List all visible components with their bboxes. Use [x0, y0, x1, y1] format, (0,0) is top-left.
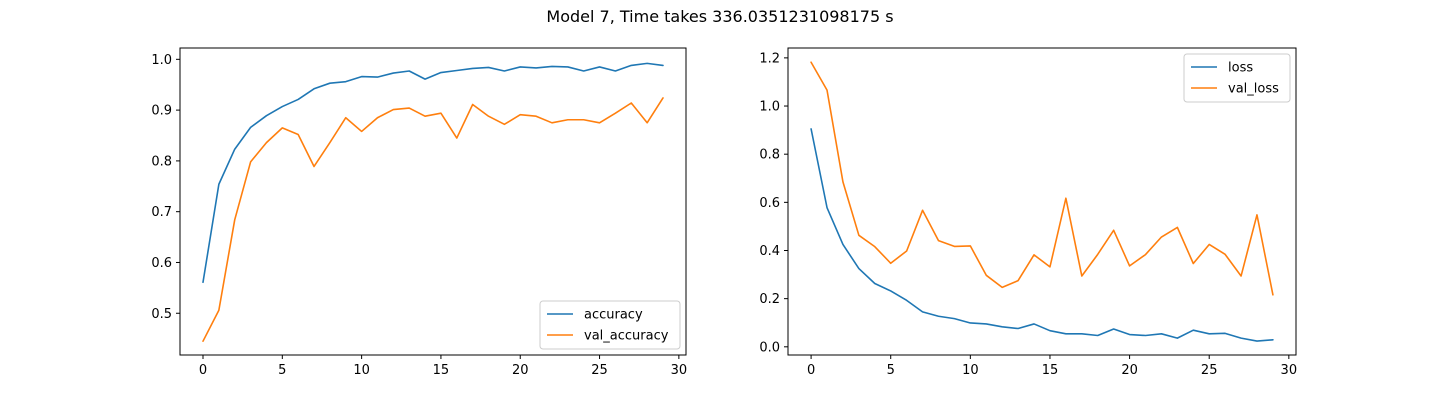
loss-axes: 0 5 10 15 20 25 30 0.0 0.2 0.4 0.6 0.8 1.0 1.2 loss val… [759, 47, 1298, 378]
legend-box [1183, 53, 1291, 103]
x-tick-label: 10 [353, 363, 370, 378]
y-tick-label: 0.7 [151, 205, 172, 220]
x-tick-label: 20 [1121, 363, 1138, 378]
x-tick-label: 20 [512, 363, 529, 378]
accuracy-axes: 0 5 10 15 20 25 30 0.5 0.6 0.7 0.8 0.9 1.0 accuracy va… [151, 47, 688, 378]
y-tick-label: 0.0 [759, 340, 780, 355]
y-tick-label: 1.0 [759, 100, 780, 115]
legend-box [539, 300, 681, 350]
y-tick-label: 0.4 [759, 244, 780, 259]
y-tick-label: 1.0 [151, 53, 172, 68]
figure-title: Model 7, Time takes 336.0351231098175 s [546, 7, 893, 26]
x-tick-label: 10 [962, 363, 979, 378]
x-tick-label: 0 [199, 363, 207, 378]
legend-label-val_accuracy: val_accuracy [584, 329, 669, 344]
y-tick-label: 0.8 [759, 148, 780, 163]
series-line-loss [810, 128, 1274, 342]
x-tick-label: 25 [591, 363, 608, 378]
series-line-val_accuracy [202, 97, 664, 342]
y-tick-label: 0.9 [151, 104, 172, 119]
x-tick-label: 30 [671, 363, 688, 378]
legend-label-val_loss: val_loss [1228, 82, 1279, 97]
x-tick-label: 5 [887, 363, 895, 378]
x-tick-label: 15 [1042, 363, 1059, 378]
y-tick-label: 0.6 [151, 256, 172, 271]
axes-frame [787, 47, 1297, 356]
x-tick-label: 25 [1201, 363, 1218, 378]
y-tick-label: 0.5 [151, 307, 172, 322]
x-tick-label: 5 [278, 363, 286, 378]
x-tick-label: 30 [1281, 363, 1298, 378]
series-line-val_loss [810, 61, 1274, 296]
legend: accuracy val_accuracy [539, 300, 681, 350]
y-tick-label: 0.8 [151, 154, 172, 169]
y-tick-label: 1.2 [759, 51, 780, 66]
series-line-accuracy [202, 62, 664, 284]
axes-frame [179, 47, 687, 356]
x-tick-label: 15 [433, 363, 450, 378]
legend-label-accuracy: accuracy [584, 308, 643, 323]
x-tick-label: 0 [807, 363, 815, 378]
y-tick-label: 0.2 [759, 292, 780, 307]
y-tick-label: 0.6 [759, 196, 780, 211]
legend: loss val_loss [1183, 53, 1291, 103]
legend-label-loss: loss [1228, 61, 1253, 76]
